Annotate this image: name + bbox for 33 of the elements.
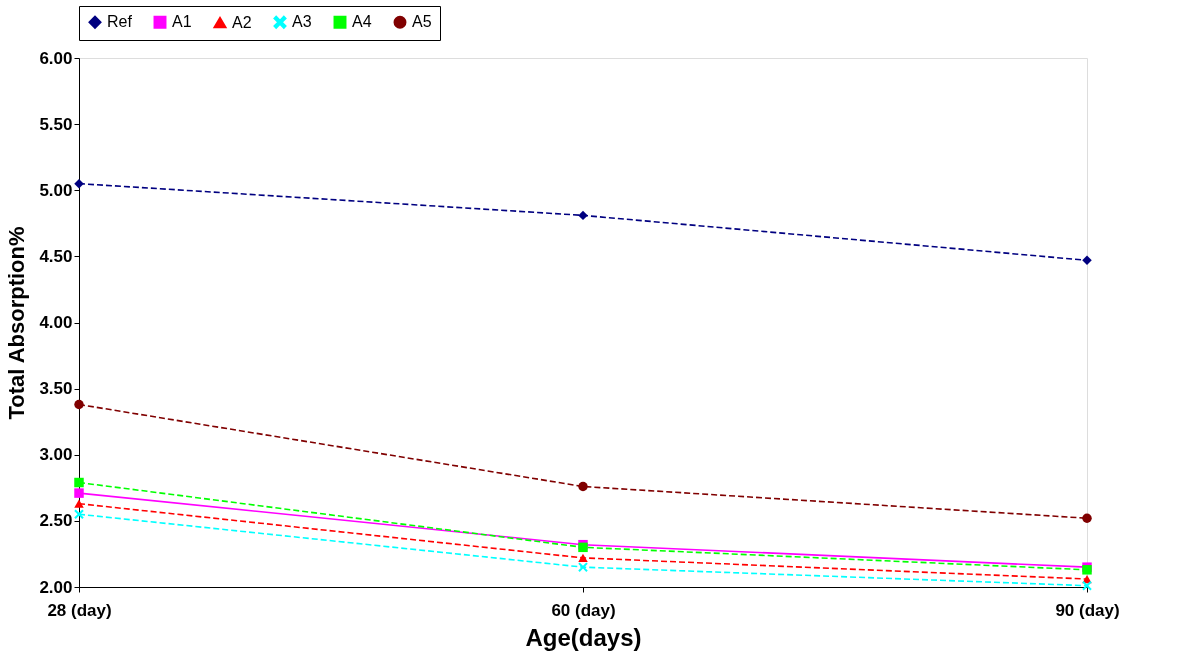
point — [1082, 580, 1092, 591]
legend-label: A2 — [232, 13, 252, 31]
legend-label: A4 — [352, 13, 372, 31]
y-tick-label: 2.50 — [39, 511, 73, 531]
y-tick-label: 3.50 — [39, 379, 73, 399]
point — [578, 553, 588, 563]
y-tick-label: 4.00 — [39, 313, 73, 332]
x-tick-label: 90 (day) — [1055, 600, 1120, 620]
x-tick-label: 60 (day) — [551, 600, 616, 620]
point — [74, 178, 84, 189]
legend-label: A5 — [412, 13, 432, 31]
point — [74, 509, 84, 520]
point — [74, 488, 84, 498]
y-tick-label: 4.50 — [39, 246, 73, 266]
point — [1082, 513, 1092, 523]
y-tick-label: 5.00 — [39, 180, 73, 200]
legend-label: A1 — [172, 13, 192, 31]
point — [74, 477, 84, 488]
legend-label: A3 — [292, 13, 312, 31]
point — [578, 481, 588, 492]
legend-label: Ref — [107, 13, 133, 31]
point — [74, 399, 84, 410]
y-tick-label: 5.50 — [39, 114, 73, 134]
y-tick-label: 6.00 — [39, 48, 73, 68]
point — [74, 499, 84, 508]
x-tick-label: 28 (day) — [47, 600, 112, 620]
point — [1082, 255, 1092, 266]
y-tick-label: 3.00 — [39, 445, 73, 465]
point — [578, 210, 588, 221]
point — [578, 562, 588, 572]
x-axis-title: Age(days) — [525, 623, 642, 651]
y-axis-title: Total Absorption% — [4, 226, 30, 420]
y-tick-label: 2.00 — [39, 577, 73, 597]
